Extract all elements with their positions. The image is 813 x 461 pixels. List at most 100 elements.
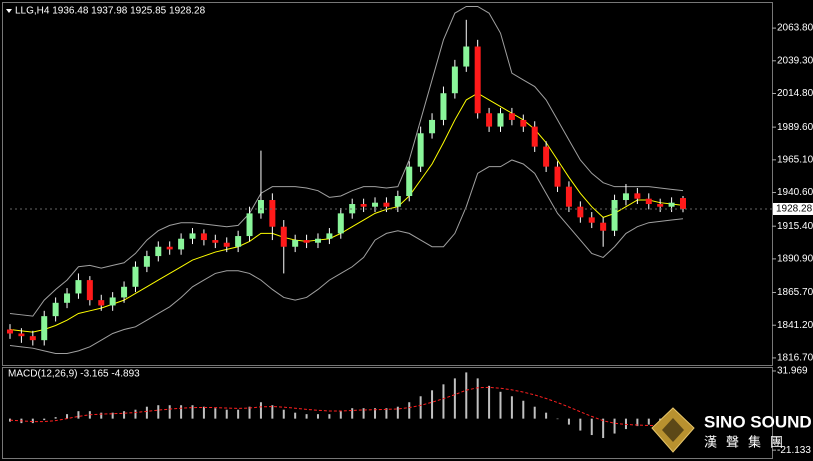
candle-body	[429, 119, 436, 134]
macd-bar	[590, 418, 593, 436]
candle-body	[7, 329, 13, 334]
candle-body	[680, 198, 686, 209]
macd-bar	[157, 405, 160, 419]
y-tick-label: 1890.90	[777, 254, 813, 265]
main-panel-frame	[2, 2, 773, 366]
macd-bar	[374, 408, 377, 419]
candle-body	[132, 266, 139, 287]
candle-body	[372, 202, 379, 207]
candle-body	[280, 226, 287, 247]
candle-body	[543, 146, 550, 167]
y-tick-label: 1965.10	[777, 154, 813, 165]
candle-body	[18, 333, 25, 337]
macd-bar	[419, 396, 422, 419]
indicator-line	[9, 159, 684, 355]
candle-body	[155, 246, 162, 257]
macd-bar	[408, 402, 411, 419]
macd-bar	[248, 406, 251, 419]
candle-body	[143, 256, 150, 267]
y-tick-label: 1989.60	[777, 122, 813, 133]
current-price-label: 1928.28	[776, 204, 813, 215]
candle-body	[41, 316, 48, 341]
macd-bar	[579, 418, 582, 431]
macd-bar	[385, 408, 388, 419]
candle-body	[212, 240, 219, 243]
macd-bar	[305, 414, 308, 419]
y-tick-label: 1940.60	[777, 187, 813, 198]
signal-line	[9, 386, 684, 427]
candle-body	[463, 46, 470, 67]
candle-body	[531, 126, 538, 147]
candle-body	[383, 202, 390, 207]
macd-bar	[567, 418, 570, 425]
macd-bar	[453, 378, 456, 419]
candle-body	[292, 240, 299, 247]
macd-bar	[431, 390, 434, 419]
macd-bar	[510, 396, 513, 419]
macd-bar	[613, 418, 616, 434]
candle-body	[565, 186, 572, 207]
candle-body	[121, 286, 128, 298]
candle-body	[235, 236, 242, 247]
macd-panel-frame	[2, 367, 773, 459]
logo-name: SINO SOUND	[704, 412, 812, 431]
y-tick-label: -21.133	[777, 445, 811, 456]
candle-body	[86, 280, 93, 301]
candle-body	[178, 238, 185, 250]
candle-body	[588, 217, 595, 223]
candle-body	[554, 166, 561, 187]
candle-body	[486, 113, 493, 127]
macd-bar	[191, 405, 194, 419]
macd-bar	[499, 391, 502, 419]
candle-body	[166, 246, 173, 250]
macd-bar	[271, 405, 274, 419]
macd-bar	[180, 405, 183, 419]
macd-bar	[31, 418, 34, 424]
candle-body	[337, 213, 344, 234]
macd-bar	[202, 406, 205, 419]
dropdown-icon	[6, 9, 12, 13]
candle-body	[75, 280, 82, 294]
candle-body	[314, 238, 321, 243]
logo-subtitle: 漢聲集團	[704, 435, 792, 451]
macd-bar	[294, 412, 297, 419]
macd-bar	[624, 418, 627, 430]
y-tick-label: 2014.80	[777, 88, 813, 99]
macd-bar	[636, 418, 639, 427]
current-price-box	[773, 202, 813, 215]
candle-body	[200, 233, 207, 241]
logo-icon-inner	[662, 418, 684, 442]
indicator-line	[9, 92, 684, 333]
candle-body	[622, 193, 629, 201]
candle-body	[634, 193, 641, 199]
candle-body	[451, 66, 458, 94]
macd-bar	[134, 409, 137, 419]
macd-bar	[214, 408, 217, 419]
macd-bar	[476, 378, 479, 419]
macd-bar	[237, 409, 240, 419]
candle-body	[406, 166, 413, 197]
macd-bar	[66, 414, 69, 419]
candle-body	[246, 213, 253, 237]
macd-bar	[602, 418, 605, 439]
macd-bar	[556, 418, 559, 420]
logo: SINO SOUND 漢聲集團	[651, 407, 812, 453]
candle-body	[349, 204, 356, 214]
candle-body	[109, 297, 116, 306]
y-tick-label: 1915.40	[777, 221, 813, 232]
candle-body	[577, 206, 584, 218]
candle-body	[394, 196, 401, 207]
macd-bar	[77, 411, 80, 419]
macd-bar	[545, 412, 548, 419]
candle-body	[360, 204, 367, 207]
macd-bar	[328, 414, 331, 419]
macd-bar	[123, 411, 126, 419]
candle-body	[668, 202, 675, 207]
y-tick-label: 2063.80	[777, 23, 813, 34]
macd-bar	[351, 408, 354, 419]
candle-body	[326, 233, 333, 239]
macd-bar	[533, 406, 536, 419]
macd-bar	[282, 409, 285, 419]
